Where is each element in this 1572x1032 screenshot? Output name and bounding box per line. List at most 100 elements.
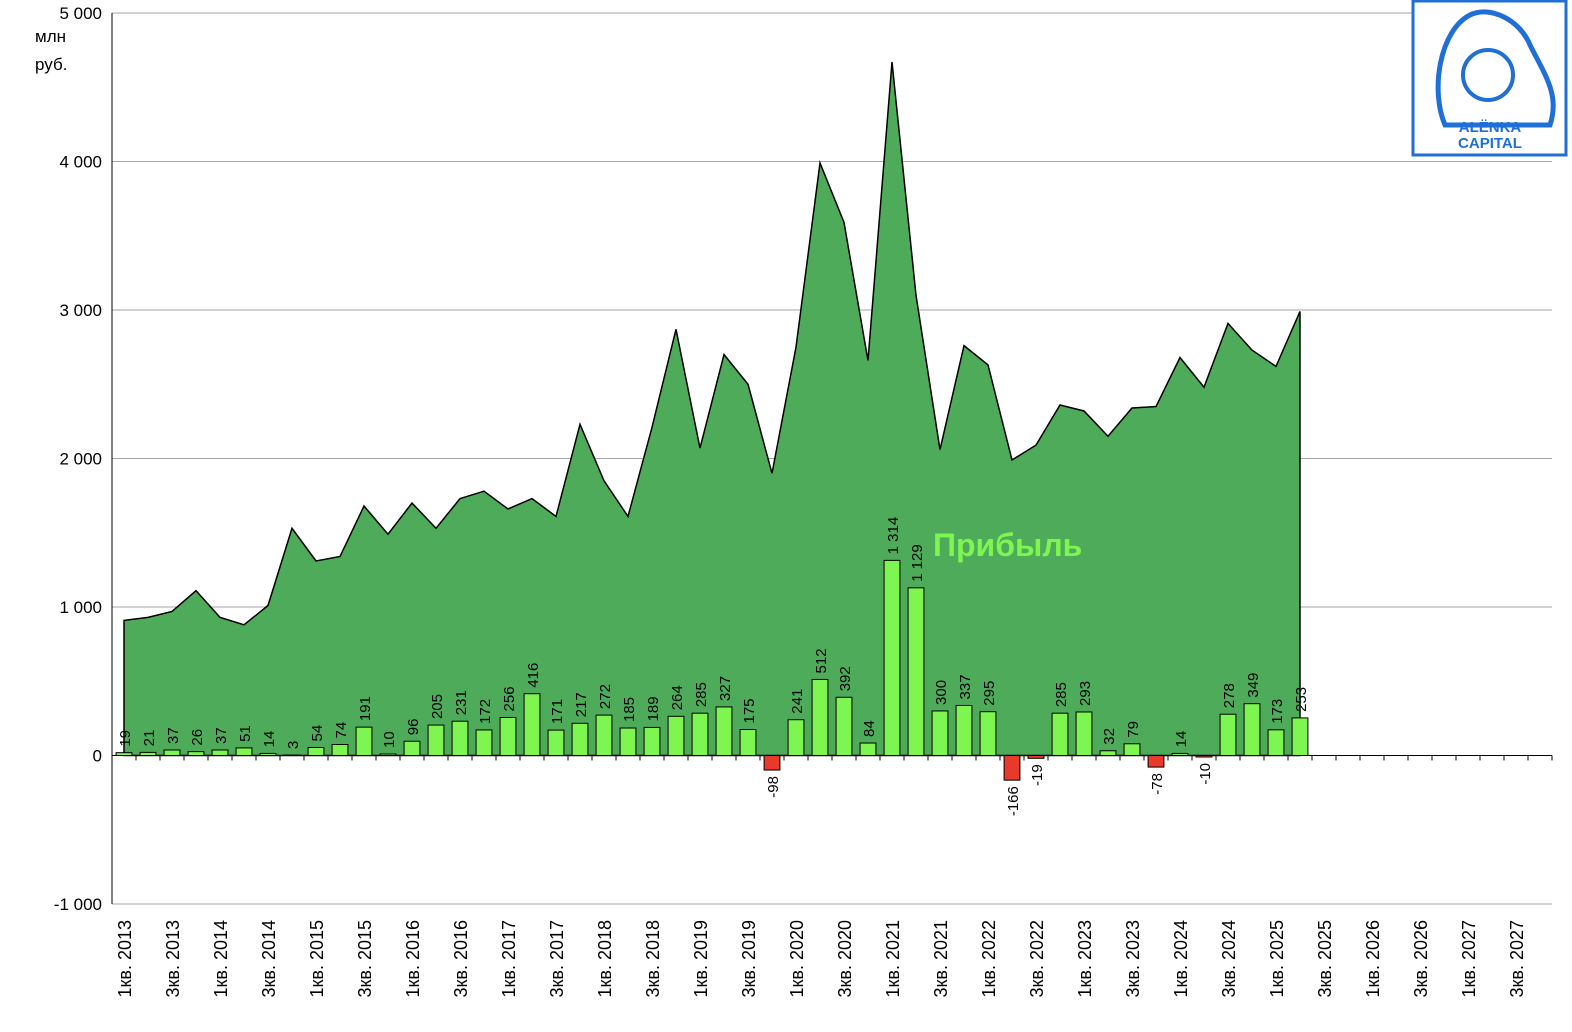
x-tick-label: 1кв. 2013 [115, 920, 135, 998]
x-tick-label: 3кв. 2021 [931, 920, 951, 998]
x-tick-label: 1кв. 2024 [1171, 920, 1191, 998]
y-tick-label: -1 000 [54, 895, 102, 914]
data-label: 1 314 [885, 517, 902, 555]
data-label: 21 [141, 730, 158, 747]
data-label: -10 [1197, 763, 1214, 785]
bar [1099, 750, 1117, 756]
bar [1003, 755, 1021, 781]
data-label: 3 [285, 741, 302, 749]
data-label: 217 [573, 692, 590, 717]
x-tick-label: 1кв. 2017 [499, 920, 519, 998]
data-label: 172 [477, 699, 494, 724]
data-label: 185 [621, 697, 638, 722]
data-label: 349 [1245, 673, 1262, 698]
bar [763, 755, 781, 771]
data-label: 256 [501, 686, 518, 711]
data-label: 392 [837, 666, 854, 691]
x-tick-label: 3кв. 2015 [355, 920, 375, 998]
bar [739, 729, 757, 757]
data-label: 241 [789, 689, 806, 714]
bar [619, 727, 637, 757]
x-tick-label: 3кв. 2022 [1027, 920, 1047, 998]
data-label: 272 [597, 684, 614, 709]
data-label: 295 [981, 681, 998, 706]
x-tick-label: 1кв. 2026 [1363, 920, 1383, 998]
bar [1123, 743, 1141, 756]
x-tick-label: 1кв. 2014 [211, 920, 231, 998]
bar [1243, 703, 1261, 757]
y-tick-label: 0 [93, 747, 102, 766]
data-label: 264 [669, 685, 686, 710]
data-label: 285 [693, 682, 710, 707]
bar [787, 719, 805, 756]
data-label: 51 [237, 725, 254, 742]
data-label: 512 [813, 648, 830, 673]
y-tick-label: 3 000 [59, 301, 102, 320]
logo-text: ALЁNKA [1459, 119, 1522, 136]
x-tick-label: 3кв. 2016 [451, 920, 471, 998]
data-label: 285 [1053, 682, 1070, 707]
bar [667, 715, 685, 757]
y-axis-label: млн [35, 27, 66, 46]
data-label: 79 [1125, 721, 1142, 738]
data-label: 37 [165, 727, 182, 744]
data-label: 10 [381, 731, 398, 748]
data-label: 173 [1269, 699, 1286, 724]
data-label: 14 [261, 731, 278, 748]
data-label: 26 [189, 729, 206, 746]
bar [163, 749, 181, 756]
x-tick-label: 3кв. 2020 [835, 920, 855, 998]
data-label: 293 [1077, 681, 1094, 706]
data-label: 32 [1101, 728, 1118, 745]
bar [307, 746, 325, 757]
bar [955, 704, 973, 757]
bar [1219, 713, 1237, 756]
x-tick-label: 3кв. 2023 [1123, 920, 1143, 998]
data-label: 1 129 [909, 544, 926, 582]
x-tick-label: 3кв. 2027 [1507, 920, 1527, 998]
bar [1147, 755, 1165, 768]
x-tick-label: 1кв. 2019 [691, 920, 711, 998]
data-label: 300 [933, 680, 950, 705]
logo-text: CAPITAL [1458, 135, 1522, 152]
x-tick-label: 1кв. 2023 [1075, 920, 1095, 998]
logo-doll [1435, 9, 1556, 128]
data-label: 84 [861, 720, 878, 737]
data-label: 54 [309, 725, 326, 742]
data-label: 205 [429, 694, 446, 719]
x-tick-label: 3кв. 2025 [1315, 920, 1335, 998]
bar [475, 729, 493, 757]
x-tick-label: 3кв. 2026 [1411, 920, 1431, 998]
bar [835, 696, 853, 757]
bar [811, 678, 829, 757]
x-tick-label: 1кв. 2018 [595, 920, 615, 998]
bar [403, 740, 421, 757]
data-label: 337 [957, 674, 974, 699]
bar [931, 710, 949, 757]
data-label: 14 [1173, 731, 1190, 748]
bar [235, 747, 253, 757]
x-tick-label: 3кв. 2018 [643, 920, 663, 998]
bar [1267, 729, 1285, 757]
bar [691, 712, 709, 756]
data-label: 19 [117, 730, 134, 747]
annotation: Прибыль [933, 527, 1082, 563]
logo: ALЁNKA CAPITAL [1411, 0, 1568, 157]
bar [1051, 712, 1069, 756]
data-label: 96 [405, 719, 422, 736]
data-label: 189 [645, 696, 662, 721]
bar [883, 559, 901, 756]
data-label: 74 [333, 722, 350, 739]
bar [187, 751, 205, 756]
x-tick-label: 3кв. 2019 [739, 920, 759, 998]
bar [859, 742, 877, 757]
bar [643, 726, 661, 756]
x-tick-label: 1кв. 2027 [1459, 920, 1479, 998]
data-label: 278 [1221, 683, 1238, 708]
x-tick-label: 1кв. 2020 [787, 920, 807, 998]
data-label: 171 [549, 699, 566, 724]
data-label: -98 [765, 776, 782, 798]
y-axis-label: руб. [35, 55, 67, 74]
x-tick-label: 1кв. 2016 [403, 920, 423, 998]
